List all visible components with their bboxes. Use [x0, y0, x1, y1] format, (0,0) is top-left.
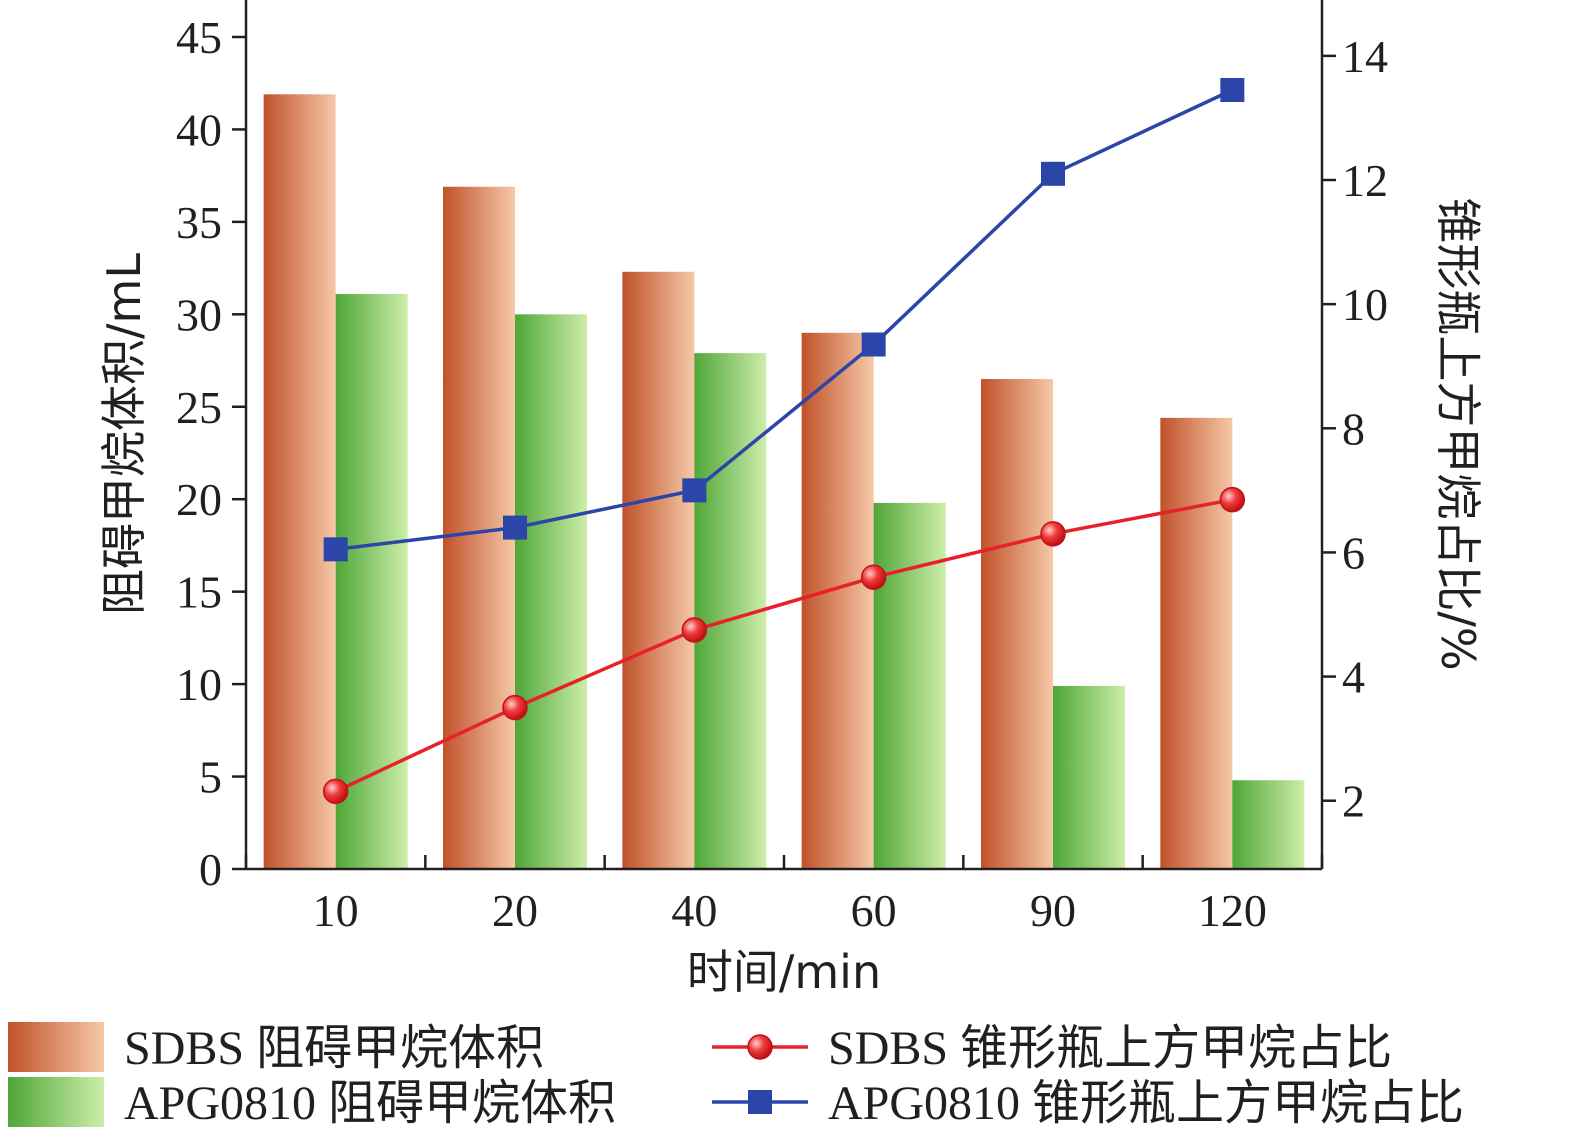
point-series-0-cat-2 — [681, 617, 708, 643]
point-series-0-cat-1 — [502, 694, 528, 721]
legend-marker-circle — [747, 1034, 773, 1060]
y2-axis-title: 锥形瓶上方甲烷占比/% — [1431, 197, 1485, 670]
bar-series-1-cat-1 — [515, 314, 587, 869]
point-series-0-cat-3 — [860, 564, 887, 591]
y2-tick-label: 12 — [1342, 155, 1388, 206]
bar-series-0-cat-5 — [1160, 417, 1233, 869]
bar-series-0-cat-3 — [801, 332, 874, 870]
point-series-0-cat-4 — [1040, 521, 1066, 547]
point-series-1-cat-2 — [682, 478, 707, 503]
x-tick-label: 10 — [313, 885, 359, 936]
y2-tick-label: 8 — [1342, 403, 1365, 454]
bar-series-0-cat-2 — [622, 271, 695, 870]
y-tick-label: 0 — [199, 844, 222, 895]
y-tick-label: 10 — [176, 659, 222, 710]
y-tick-label: 35 — [176, 197, 222, 248]
legend-label: APG0810 阻碍甲烷体积 — [124, 1077, 616, 1130]
lines-layer — [322, 78, 1246, 805]
legend-swatch-bar-0 — [8, 1022, 104, 1072]
x-axis-title: 时间/min — [687, 945, 881, 999]
bar-series-1-cat-0 — [335, 293, 408, 870]
x-tick-label: 40 — [671, 885, 717, 936]
point-series-0-cat-5 — [1219, 486, 1246, 513]
axes-layer: 0 5 10 15 20 25 30 35 40 45 2 4 6 8 10 12 14 10 20 40 60 90 12… — [176, 0, 1388, 936]
point-series-1-cat-5 — [1220, 78, 1245, 103]
y-axis-title: 阻碍甲烷体积/mL — [97, 253, 151, 615]
bar-series-1-cat-5 — [1232, 780, 1305, 869]
y2-tick-label: 14 — [1342, 31, 1388, 82]
x-tick-label: 120 — [1198, 885, 1267, 936]
legend-label: SDBS 阻碍甲烷体积 — [124, 1022, 544, 1075]
x-tick-label: 20 — [492, 885, 538, 936]
bar-series-0-cat-0 — [263, 94, 336, 869]
line-series-1 — [335, 88, 1234, 552]
x-tick-label: 90 — [1030, 885, 1076, 936]
point-series-0-cat-0 — [322, 778, 349, 805]
y-tick-label: 30 — [176, 289, 222, 340]
line-series-0 — [334, 497, 1233, 793]
y2-tick-label: 2 — [1342, 776, 1365, 827]
y2-tick-label: 10 — [1342, 279, 1388, 330]
y2-tick-label: 4 — [1342, 652, 1365, 703]
y-tick-label: 5 — [199, 752, 222, 803]
point-series-1-cat-3 — [861, 332, 886, 357]
legend-label: APG0810 锥形瓶上方甲烷占比 — [828, 1077, 1464, 1130]
point-series-1-cat-1 — [503, 515, 527, 540]
point-series-1-cat-0 — [323, 537, 348, 562]
x-tick-label: 60 — [851, 885, 897, 936]
y-tick-label: 45 — [176, 12, 222, 63]
legend-marker-square — [748, 1090, 772, 1114]
y2-tick-label: 6 — [1342, 527, 1365, 578]
bar-series-0-cat-4 — [981, 379, 1053, 869]
legend-label: SDBS 锥形瓶上方甲烷占比 — [828, 1022, 1392, 1075]
y-tick-label: 40 — [176, 104, 222, 155]
y-tick-label: 25 — [176, 382, 222, 433]
legend-swatch-bar-1 — [8, 1077, 104, 1127]
bar-series-1-cat-3 — [873, 502, 946, 869]
bars-layer — [263, 94, 1305, 870]
y-tick-label: 15 — [176, 567, 222, 618]
point-series-1-cat-4 — [1041, 161, 1065, 186]
bar-series-1-cat-4 — [1053, 685, 1125, 869]
y-tick-label: 20 — [176, 474, 222, 525]
